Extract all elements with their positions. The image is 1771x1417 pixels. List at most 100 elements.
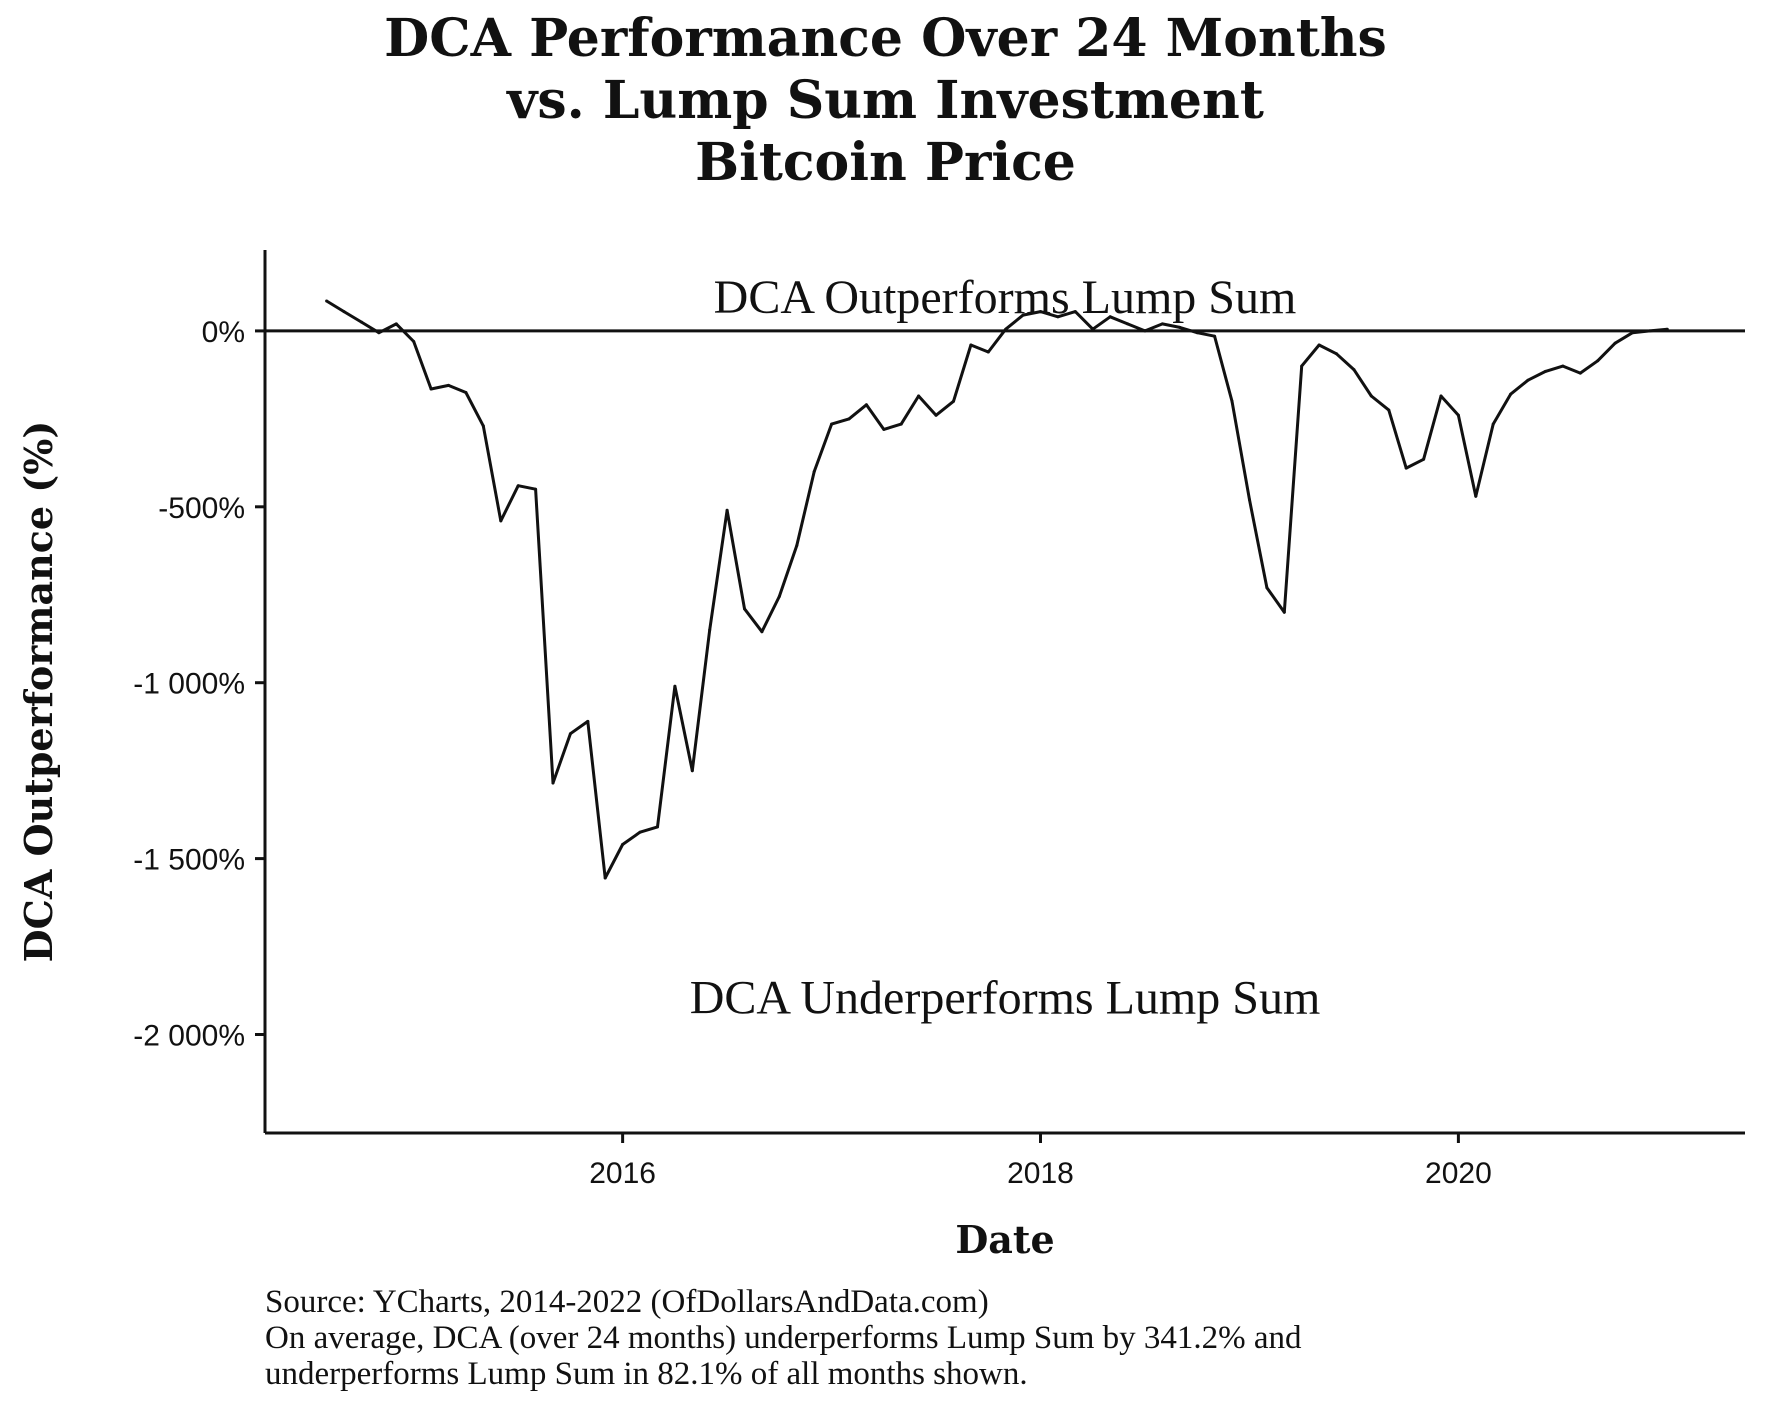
- series-line: [325, 299, 1668, 880]
- data-point-63: [1422, 457, 1426, 461]
- data-point-62: [1404, 466, 1408, 470]
- y-tick-label-4: -2 000%: [133, 1019, 245, 1052]
- data-point-12: [534, 487, 538, 491]
- caption: Source: YCharts, 2014-2022 (OfDollarsAnd…: [265, 1284, 1302, 1392]
- data-point-7: [447, 383, 450, 387]
- data-point-65: [1456, 413, 1460, 417]
- data-point-19: [656, 825, 659, 829]
- data-point-26: [777, 595, 781, 598]
- y-tick-label-0: 0%: [202, 316, 245, 349]
- data-point-38: [986, 350, 990, 354]
- data-point-73: [1596, 359, 1600, 363]
- data-point-74: [1613, 341, 1617, 345]
- data-point-51: [1213, 334, 1217, 338]
- data-point-36: [952, 399, 955, 403]
- annotation-outperforms: DCA Outperforms Lump Sum: [714, 271, 1297, 324]
- annotation-underperforms: DCA Underperforms Lump Sum: [690, 971, 1321, 1024]
- data-point-9: [481, 424, 485, 428]
- data-point-75: [1631, 331, 1634, 335]
- data-point-39: [1004, 327, 1008, 331]
- data-point-52: [1230, 399, 1234, 403]
- data-point-47: [1143, 329, 1147, 333]
- data-point-40: [1021, 313, 1025, 317]
- data-point-5: [412, 340, 416, 343]
- chart-title-line-1: DCA Performance Over 24 Months: [384, 8, 1387, 69]
- chart-title: DCA Performance Over 24 Months vs. Lump …: [0, 8, 1771, 194]
- x-tick-label-2: 2020: [1425, 1157, 1492, 1190]
- data-point-46: [1126, 322, 1130, 326]
- data-point-22: [708, 628, 712, 632]
- data-point-34: [917, 394, 921, 398]
- data-point-69: [1526, 378, 1530, 382]
- data-point-59: [1352, 368, 1356, 372]
- data-point-6: [429, 387, 433, 391]
- data-point-55: [1282, 610, 1286, 614]
- data-point-18: [638, 830, 642, 834]
- data-point-24: [743, 607, 746, 611]
- data-point-48: [1160, 322, 1164, 326]
- data-point-14: [568, 732, 572, 736]
- caption-source: Source: YCharts, 2014-2022 (OfDollarsAnd…: [265, 1284, 989, 1320]
- y-axis-title: DCA Outperformance (%): [16, 421, 61, 963]
- data-point-33: [899, 422, 903, 426]
- data-point-31: [864, 403, 868, 407]
- data-point-37: [969, 343, 973, 347]
- data-point-17: [621, 843, 625, 846]
- x-axis-ticks: 2016 2018 2020: [589, 1133, 1492, 1190]
- data-point-77: [1665, 327, 1669, 331]
- data-point-2: [360, 320, 363, 324]
- y-axis-ticks: 0% -500% -1 000% -1 500% -2 000%: [133, 316, 265, 1052]
- data-point-8: [464, 391, 468, 394]
- data-point-58: [1335, 352, 1338, 356]
- data-point-57: [1317, 343, 1321, 347]
- data-point-64: [1439, 394, 1443, 398]
- data-point-28: [812, 470, 816, 474]
- data-point-42: [1056, 315, 1060, 319]
- data-point-1: [342, 310, 346, 314]
- x-axis-title: Date: [955, 1217, 1054, 1262]
- data-point-66: [1474, 494, 1478, 498]
- data-point-44: [1091, 327, 1095, 331]
- data-point-60: [1369, 394, 1373, 398]
- data-point-20: [673, 684, 677, 688]
- data-point-0: [325, 299, 329, 303]
- x-tick-label-1: 2018: [1007, 1157, 1074, 1190]
- caption-line-2: On average, DCA (over 24 months) underpe…: [265, 1320, 1302, 1356]
- y-tick-label-1: -500%: [158, 492, 245, 525]
- chart-title-line-3: Bitcoin Price: [695, 132, 1076, 193]
- data-point-76: [1648, 329, 1652, 333]
- chart-title-line-2: vs. Lump Sum Investment: [507, 70, 1264, 131]
- caption-line-3: underperforms Lump Sum in 82.1% of all m…: [265, 1356, 1028, 1392]
- x-tick-label-0: 2016: [589, 1157, 656, 1190]
- data-point-54: [1265, 586, 1269, 590]
- data-points: [325, 299, 1669, 880]
- data-point-61: [1387, 408, 1391, 412]
- data-point-53: [1248, 498, 1251, 502]
- data-point-56: [1300, 364, 1304, 368]
- data-point-30: [847, 417, 851, 421]
- data-point-68: [1509, 392, 1513, 396]
- data-point-43: [1073, 310, 1077, 314]
- data-point-32: [882, 427, 886, 431]
- data-point-70: [1544, 369, 1547, 373]
- data-point-15: [586, 719, 590, 723]
- data-point-50: [1195, 331, 1199, 335]
- y-tick-label-2: -1 000%: [133, 668, 245, 701]
- data-point-41: [1039, 310, 1042, 314]
- data-point-13: [551, 781, 555, 785]
- data-point-67: [1491, 422, 1495, 426]
- data-point-11: [516, 484, 520, 488]
- data-point-16: [603, 876, 607, 880]
- data-point-3: [377, 331, 381, 335]
- data-point-29: [830, 422, 834, 426]
- data-point-27: [795, 544, 799, 547]
- data-point-10: [499, 519, 503, 523]
- data-point-23: [725, 508, 729, 512]
- data-point-71: [1561, 364, 1565, 368]
- data-point-72: [1578, 371, 1582, 375]
- y-tick-label-3: -1 500%: [133, 844, 245, 877]
- data-point-49: [1178, 325, 1182, 329]
- data-point-4: [394, 322, 398, 326]
- data-point-25: [760, 630, 764, 634]
